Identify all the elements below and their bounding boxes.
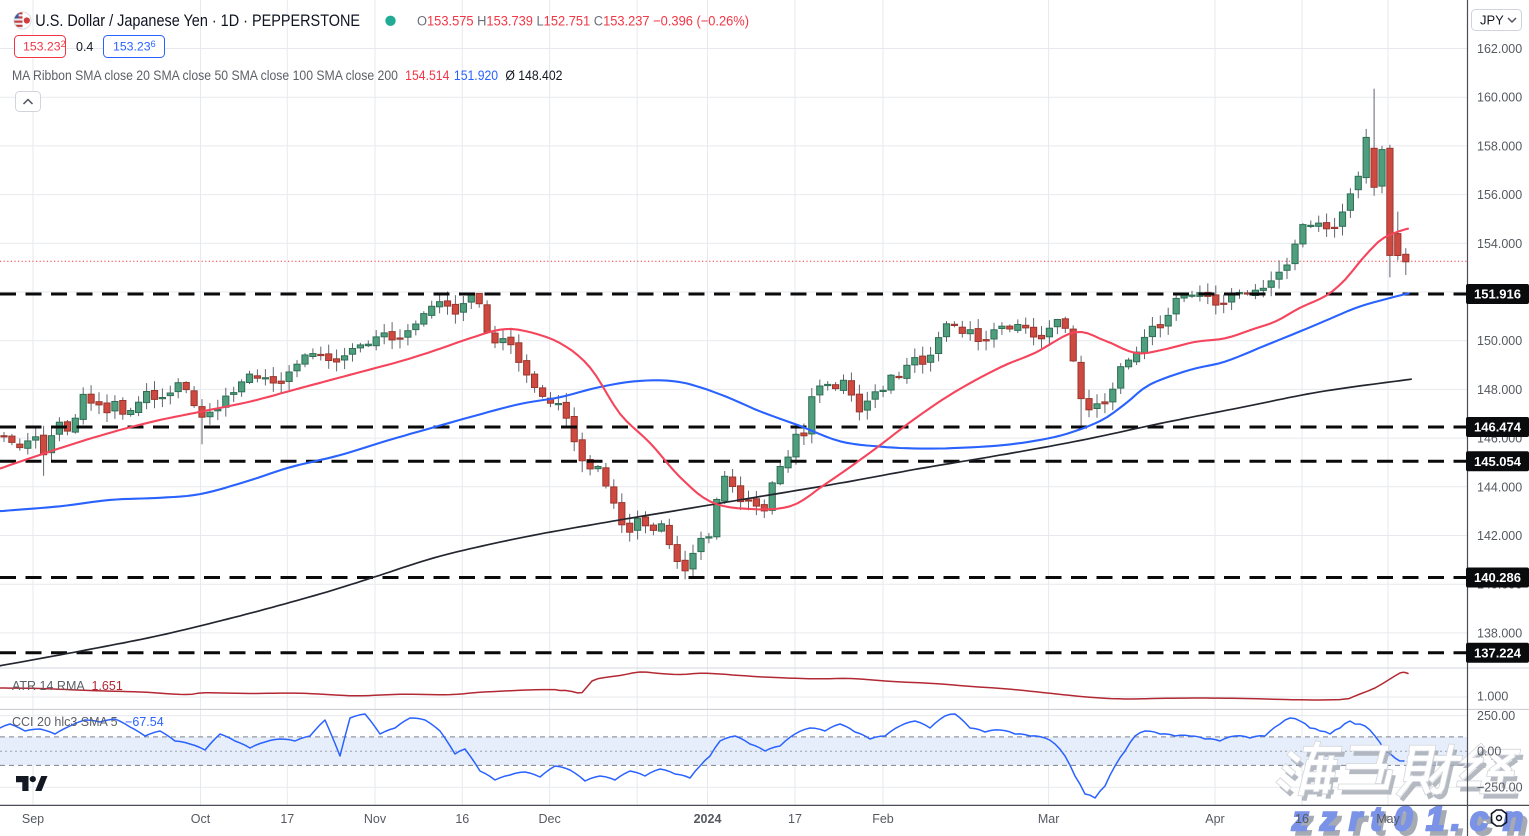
svg-text:145.054: 145.054: [1474, 454, 1522, 469]
svg-text:0: 0: [1399, 805, 1418, 836]
svg-text:153.236: 153.236: [113, 39, 156, 54]
svg-text:17: 17: [788, 812, 802, 826]
svg-text:160.000: 160.000: [1477, 91, 1522, 105]
svg-text:z: z: [1324, 805, 1342, 836]
svg-text:151.916: 151.916: [1474, 287, 1521, 302]
svg-text:MA Ribbon SMA close 20 SMA clo: MA Ribbon SMA close 20 SMA close 50 SMA …: [12, 67, 563, 83]
svg-text:c: c: [1470, 800, 1488, 836]
svg-text:2024: 2024: [694, 812, 722, 826]
svg-text:250.00: 250.00: [1477, 709, 1515, 723]
svg-text:16: 16: [1295, 812, 1309, 826]
svg-text:O153.575 H153.739 L152.751 C15: O153.575 H153.739 L152.751 C153.237 −0.3…: [417, 13, 749, 29]
svg-text:.: .: [1456, 805, 1465, 836]
svg-text:142.000: 142.000: [1477, 529, 1522, 543]
svg-text:Nov: Nov: [364, 812, 387, 826]
svg-text:JPY: JPY: [1480, 13, 1504, 28]
svg-text:−250.00: −250.00: [1477, 781, 1523, 795]
svg-text:.: .: [1451, 800, 1460, 836]
svg-text:c: c: [1475, 805, 1493, 836]
svg-text:144.000: 144.000: [1477, 480, 1522, 494]
svg-text:153.232: 153.232: [23, 39, 66, 54]
svg-text:Apr: Apr: [1205, 812, 1224, 826]
svg-text:ATR 14 RMA 1.651: ATR 14 RMA 1.651: [12, 679, 123, 693]
svg-text:Sep: Sep: [22, 812, 44, 826]
svg-text:150.000: 150.000: [1477, 334, 1522, 348]
svg-text:Dec: Dec: [538, 812, 560, 826]
svg-text:154.000: 154.000: [1477, 237, 1522, 251]
svg-text:z: z: [1319, 800, 1337, 836]
svg-text:1: 1: [1431, 805, 1449, 836]
svg-text:138.000: 138.000: [1477, 626, 1522, 640]
svg-text:146.474: 146.474: [1474, 420, 1522, 435]
svg-text:z: z: [1291, 800, 1309, 836]
svg-text:z: z: [1296, 805, 1314, 836]
svg-text:r: r: [1354, 805, 1369, 836]
svg-text:148.000: 148.000: [1477, 383, 1522, 397]
svg-text:t: t: [1375, 805, 1388, 836]
svg-text:Mar: Mar: [1038, 812, 1060, 826]
svg-text:156.000: 156.000: [1477, 188, 1522, 202]
svg-text:0: 0: [1394, 800, 1413, 836]
svg-text:Oct: Oct: [191, 812, 211, 826]
svg-text:n: n: [1508, 805, 1528, 836]
svg-text:1.000: 1.000: [1477, 689, 1508, 703]
svg-text:137.224: 137.224: [1474, 645, 1522, 660]
svg-text:162.000: 162.000: [1477, 42, 1522, 56]
svg-text:0.4: 0.4: [76, 40, 93, 54]
svg-text:r: r: [1349, 800, 1364, 836]
svg-text:16: 16: [455, 812, 469, 826]
svg-text:158.000: 158.000: [1477, 139, 1522, 153]
svg-text:0.00: 0.00: [1477, 745, 1501, 759]
svg-text:n: n: [1503, 800, 1523, 836]
svg-text:t: t: [1371, 800, 1384, 836]
svg-text:140.286: 140.286: [1474, 570, 1521, 585]
svg-text:1: 1: [1426, 800, 1444, 836]
svg-text:CCI 20 hlc3 SMA 5 −67.54: CCI 20 hlc3 SMA 5 −67.54: [12, 715, 164, 729]
svg-text:May: May: [1376, 812, 1400, 826]
svg-text:Feb: Feb: [872, 812, 894, 826]
svg-text:17: 17: [280, 812, 294, 826]
svg-text:U.S. Dollar / Japanese Yen · 1: U.S. Dollar / Japanese Yen · 1D · PEPPER…: [35, 12, 360, 30]
